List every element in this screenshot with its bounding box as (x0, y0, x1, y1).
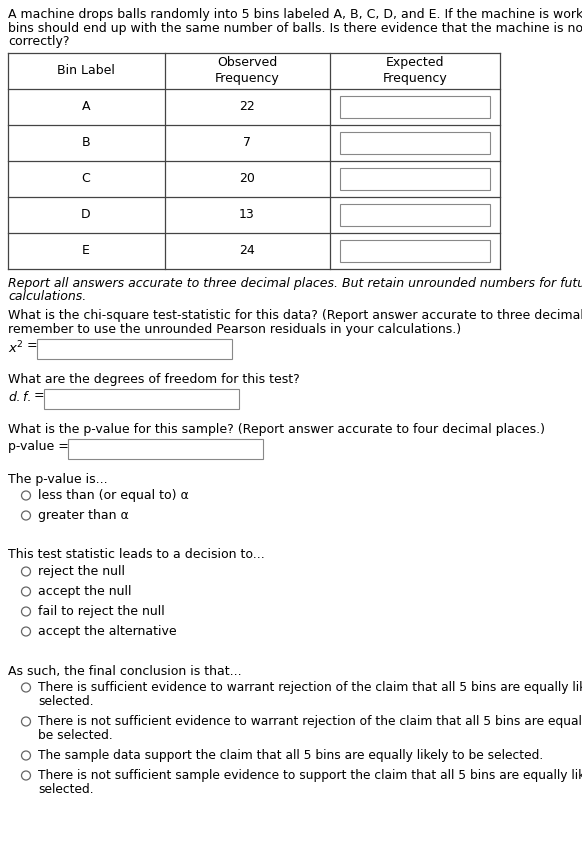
Circle shape (22, 683, 30, 692)
Text: As such, the final conclusion is that...: As such, the final conclusion is that... (8, 664, 242, 677)
Bar (44, 389, 239, 408)
Text: 22: 22 (239, 100, 255, 113)
Text: 20: 20 (239, 172, 255, 185)
Circle shape (22, 771, 30, 780)
Text: selected.: selected. (38, 695, 94, 708)
Text: =: = (34, 389, 45, 402)
Text: D: D (81, 208, 91, 221)
Circle shape (22, 511, 30, 520)
Bar (340, 204, 490, 225)
Circle shape (22, 751, 30, 760)
Text: The sample data support the claim that all 5 bins are equally likely to be selec: The sample data support the claim that a… (38, 749, 543, 762)
Circle shape (22, 587, 30, 596)
Text: be selected.: be selected. (38, 729, 113, 742)
Bar (340, 132, 490, 153)
Text: There is sufficient evidence to warrant rejection of the claim that all 5 bins a: There is sufficient evidence to warrant … (38, 681, 582, 694)
Text: fail to reject the null: fail to reject the null (38, 605, 165, 618)
Circle shape (22, 607, 30, 616)
Text: C: C (81, 172, 90, 185)
Text: 7: 7 (243, 136, 251, 149)
Text: bins should end up with the same number of balls. Is there evidence that the mac: bins should end up with the same number … (8, 21, 582, 34)
Bar (8, 52, 500, 269)
Text: accept the null: accept the null (38, 585, 132, 598)
Text: What are the degrees of freedom for this test?: What are the degrees of freedom for this… (8, 372, 300, 385)
Circle shape (22, 627, 30, 636)
Bar (68, 438, 263, 459)
Text: accept the alternative: accept the alternative (38, 625, 176, 638)
Text: Report all answers accurate to three decimal places. But retain unrounded number: Report all answers accurate to three dec… (8, 276, 582, 289)
Circle shape (22, 567, 30, 576)
Circle shape (22, 491, 30, 500)
Bar (340, 168, 490, 189)
Text: $\mathit{x}^2$: $\mathit{x}^2$ (8, 340, 24, 356)
Text: What is the chi-square test-statistic for this data? (Report answer accurate to : What is the chi-square test-statistic fo… (8, 310, 582, 323)
Text: =: = (27, 340, 38, 353)
Text: p-value =: p-value = (8, 439, 69, 453)
Text: There is not sufficient sample evidence to support the claim that all 5 bins are: There is not sufficient sample evidence … (38, 769, 582, 782)
Text: selected.: selected. (38, 783, 94, 796)
Text: calculations.: calculations. (8, 290, 86, 303)
Text: Expected
Frequency: Expected Frequency (382, 56, 448, 85)
Text: What is the p-value for this sample? (Report answer accurate to four decimal pla: What is the p-value for this sample? (Re… (8, 423, 545, 436)
Text: remember to use the unrounded Pearson residuals in your calculations.): remember to use the unrounded Pearson re… (8, 323, 461, 336)
Bar (340, 240, 490, 261)
Circle shape (22, 717, 30, 726)
Text: E: E (82, 244, 90, 257)
Text: 24: 24 (239, 244, 255, 257)
Text: The p-value is...: The p-value is... (8, 473, 108, 485)
Text: reject the null: reject the null (38, 565, 125, 578)
Bar (37, 338, 232, 359)
Text: There is not sufficient evidence to warrant rejection of the claim that all 5 bi: There is not sufficient evidence to warr… (38, 715, 582, 728)
Text: $\mathit{d.f.}$: $\mathit{d.f.}$ (8, 389, 31, 403)
Text: This test statistic leads to a decision to...: This test statistic leads to a decision … (8, 549, 265, 562)
Text: Bin Label: Bin Label (57, 64, 115, 77)
Text: less than (or equal to) α: less than (or equal to) α (38, 489, 189, 502)
Bar (340, 96, 490, 117)
Text: A machine drops balls randomly into 5 bins labeled A, B, C, D, and E. If the mac: A machine drops balls randomly into 5 bi… (8, 8, 582, 21)
Text: A: A (81, 100, 90, 113)
Text: B: B (81, 136, 90, 149)
Text: greater than α: greater than α (38, 509, 129, 522)
Text: correctly?: correctly? (8, 35, 69, 48)
Text: 13: 13 (239, 208, 255, 221)
Text: Observed
Frequency: Observed Frequency (215, 56, 279, 85)
